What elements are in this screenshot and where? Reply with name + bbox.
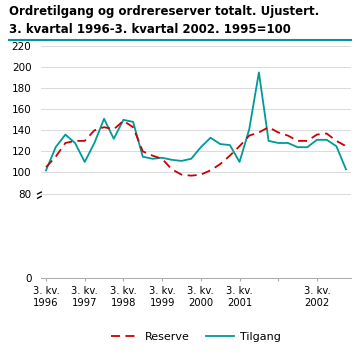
- Reserve: [73, 139, 77, 143]
- Tilgang: [112, 137, 116, 141]
- Reserve: [305, 139, 309, 143]
- Reserve: [295, 139, 300, 143]
- Reserve: [170, 167, 174, 171]
- Reserve: [63, 141, 68, 145]
- Tilgang: [44, 168, 48, 172]
- Reserve: [179, 172, 184, 177]
- Tilgang: [150, 157, 155, 161]
- Tilgang: [266, 139, 271, 143]
- Tilgang: [131, 120, 135, 124]
- Legend: Reserve, Tilgang: Reserve, Tilgang: [107, 328, 285, 347]
- Tilgang: [237, 160, 242, 164]
- Reserve: [324, 131, 329, 136]
- Reserve: [160, 157, 164, 161]
- Tilgang: [73, 141, 77, 145]
- Tilgang: [228, 143, 232, 147]
- Reserve: [276, 130, 280, 135]
- Reserve: [54, 155, 58, 159]
- Reserve: [112, 127, 116, 131]
- Reserve: [150, 154, 155, 158]
- Tilgang: [305, 145, 309, 149]
- Reserve: [315, 132, 319, 137]
- Reserve: [257, 130, 261, 135]
- Reserve: [334, 139, 338, 143]
- Reserve: [208, 168, 213, 172]
- Reserve: [199, 172, 203, 177]
- Tilgang: [102, 116, 106, 121]
- Tilgang: [257, 70, 261, 74]
- Tilgang: [54, 145, 58, 149]
- Reserve: [228, 154, 232, 158]
- Tilgang: [83, 160, 87, 164]
- Line: Tilgang: Tilgang: [46, 72, 346, 170]
- Tilgang: [121, 118, 126, 122]
- Tilgang: [247, 127, 251, 131]
- Tilgang: [199, 145, 203, 149]
- Reserve: [141, 149, 145, 154]
- Text: Ordretilgang og ordrereserver totalt. Ujustert.: Ordretilgang og ordrereserver totalt. Uj…: [9, 5, 319, 18]
- Tilgang: [276, 141, 280, 145]
- Line: Reserve: Reserve: [46, 121, 346, 176]
- Tilgang: [315, 138, 319, 142]
- Tilgang: [334, 144, 338, 148]
- Tilgang: [324, 138, 329, 142]
- Reserve: [131, 125, 135, 129]
- Tilgang: [189, 157, 193, 161]
- Tilgang: [63, 132, 68, 137]
- Reserve: [344, 144, 348, 148]
- Reserve: [44, 165, 48, 169]
- Reserve: [189, 173, 193, 178]
- Tilgang: [170, 158, 174, 162]
- Reserve: [266, 125, 271, 129]
- Tilgang: [286, 141, 290, 145]
- Reserve: [92, 128, 97, 132]
- Reserve: [286, 133, 290, 138]
- Reserve: [237, 144, 242, 148]
- Reserve: [121, 119, 126, 123]
- Reserve: [102, 125, 106, 129]
- Reserve: [83, 139, 87, 143]
- Tilgang: [141, 155, 145, 159]
- Tilgang: [295, 145, 300, 149]
- Tilgang: [92, 141, 97, 145]
- Reserve: [218, 162, 222, 166]
- Tilgang: [160, 156, 164, 160]
- Text: 3. kvartal 1996-3. kvartal 2002. 1995=100: 3. kvartal 1996-3. kvartal 2002. 1995=10…: [9, 23, 291, 36]
- Tilgang: [218, 142, 222, 146]
- Tilgang: [208, 136, 213, 140]
- Tilgang: [344, 167, 348, 171]
- Reserve: [247, 133, 251, 138]
- Tilgang: [179, 159, 184, 163]
